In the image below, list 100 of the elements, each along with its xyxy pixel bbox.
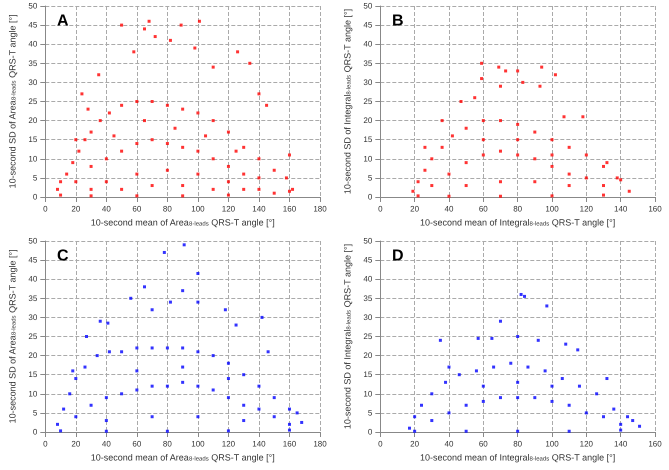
x-tick-label: 180 [313,440,328,448]
y-tick-label: 0 [368,428,373,436]
point [521,80,524,84]
point [492,366,496,369]
point [516,335,520,338]
x-tick-label: 120 [222,440,236,448]
x-tick-label: 0 [43,204,48,214]
point [545,304,548,308]
y-tick-label: 40 [28,274,38,284]
point [430,184,434,188]
point [490,336,494,340]
y-tick-label: 35 [28,58,38,68]
point [482,138,485,142]
point [416,180,420,184]
x-tick-label: 20 [410,204,420,214]
point [540,66,544,69]
x-tick-label: 40 [444,440,454,448]
x-tick-label: 20 [410,440,420,448]
x-tick-label: 40 [444,204,454,214]
point [523,294,526,298]
point [450,134,454,138]
point [430,392,434,396]
x-tick-label: 140 [252,204,266,214]
x-tick-label: 40 [102,440,112,448]
point [464,404,468,407]
y-tick-label: 20 [363,116,373,126]
point [533,396,536,400]
y-tick-label: 20 [363,351,373,360]
point [619,428,622,432]
point [430,157,434,160]
point [544,369,547,372]
x-tick-label: 60 [132,440,142,448]
point [498,180,502,184]
x-tick-label: 60 [478,204,488,214]
point [626,415,630,418]
x-tick-label: 120 [222,204,236,214]
point [605,161,608,164]
y-tick-label: 40 [363,274,373,284]
x-tick-label: 0 [43,440,48,448]
point [533,157,536,160]
y-tick-label: 15 [28,370,38,380]
point [476,336,480,340]
y-tick-label: 45 [28,256,38,265]
point [504,69,508,72]
point [550,164,554,168]
y-tick-label: 5 [368,173,373,182]
chart-title: A [57,12,69,30]
x-tick-label: 80 [162,204,172,214]
y-tick-label: 20 [28,116,38,126]
point [612,408,616,411]
x-tick-label: 20 [71,204,81,214]
point [602,415,605,418]
point [516,138,520,142]
x-tick-label: 160 [648,204,662,214]
point [581,115,584,118]
x-tick-label: 0 [378,440,384,448]
y-tick-label: 40 [363,40,373,49]
chart-title: D [392,248,404,264]
point [560,377,564,380]
y-tick-label: 45 [28,20,38,30]
point [459,100,462,103]
point [616,176,619,180]
x-tick-label: 100 [545,204,560,214]
y-tick-label: 35 [28,294,38,303]
y-tick-label: 30 [28,312,38,322]
point [602,184,605,188]
point [538,84,542,88]
x-tick-label: 120 [580,204,594,214]
x-tick-label: 20 [71,440,81,448]
y-tick-label: 50 [28,2,38,10]
point [554,73,557,76]
point [423,146,426,149]
chart-title: C [57,248,69,264]
y-tick-label: 45 [363,20,373,30]
point [584,411,588,414]
point [498,396,502,400]
y-tick-label: 15 [363,370,373,380]
point [464,430,468,433]
y-tick-label: 0 [368,192,373,202]
y-tick-label: 25 [28,332,38,341]
y-tick-label: 35 [363,58,373,68]
point [464,184,468,188]
point [568,430,571,433]
point [550,384,554,388]
point [595,392,598,396]
x-tick-label: 60 [132,204,142,214]
y-tick-label: 35 [363,294,373,303]
x-tick-label: 60 [478,440,488,448]
point [430,419,434,422]
point [550,138,554,142]
point [423,168,426,172]
point [464,161,468,164]
x-tick-label: 140 [252,440,266,448]
y-tick-label: 10 [363,154,373,164]
y-tick-label: 10 [28,389,38,398]
point [584,176,588,180]
point [440,146,444,149]
y-tick-label: 25 [363,332,373,341]
point [497,66,500,69]
y-tick-label: 5 [32,173,38,182]
